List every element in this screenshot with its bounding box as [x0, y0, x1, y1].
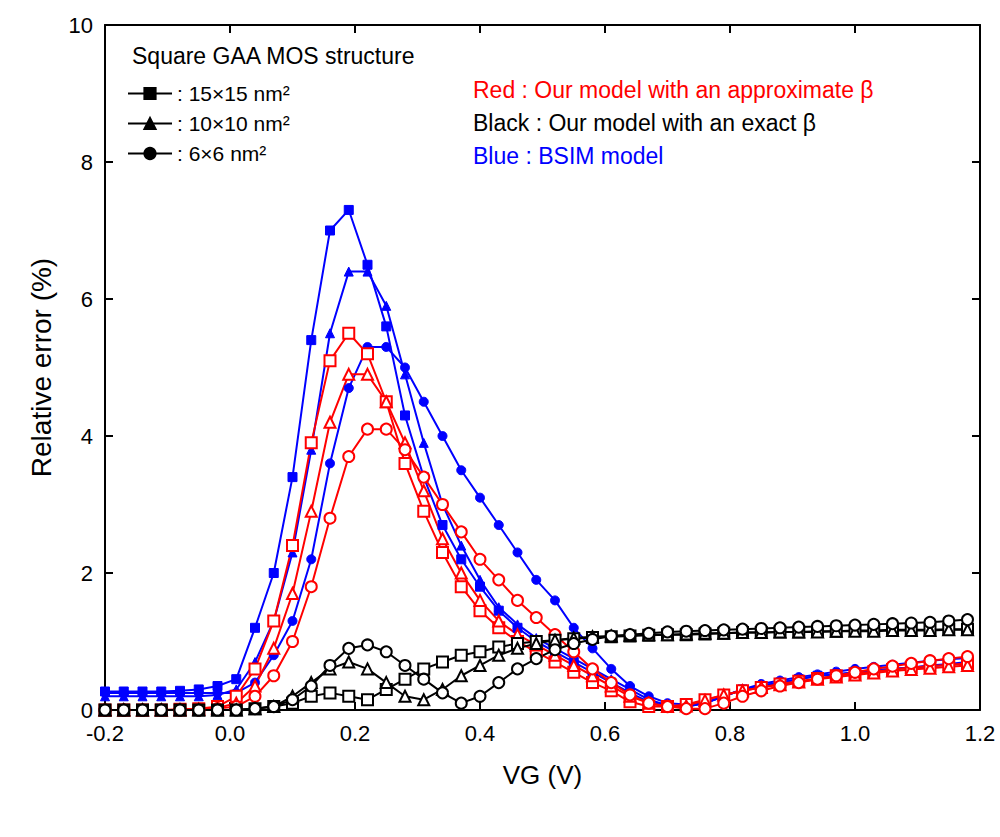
svg-text:Relative error (%): Relative error (%)	[26, 258, 57, 477]
svg-text:10: 10	[69, 13, 93, 38]
svg-text:0.2: 0.2	[340, 721, 371, 746]
svg-text:0.6: 0.6	[590, 721, 621, 746]
svg-text:: 10×10 nm²: : 10×10 nm²	[177, 112, 290, 135]
svg-text:6: 6	[81, 287, 93, 312]
svg-text:1.2: 1.2	[965, 721, 996, 746]
svg-text:VG (V): VG (V)	[503, 760, 582, 790]
svg-text:Square GAA MOS structure: Square GAA MOS structure	[132, 43, 415, 69]
svg-text:0.8: 0.8	[715, 721, 746, 746]
svg-text:-0.2: -0.2	[86, 721, 124, 746]
svg-text:: 15×15 nm²: : 15×15 nm²	[177, 82, 290, 105]
svg-text:8: 8	[81, 150, 93, 175]
svg-text:0.0: 0.0	[215, 721, 246, 746]
svg-text:Red : Our model with an approx: Red : Our model with an approximate β	[473, 77, 874, 103]
svg-text:4: 4	[81, 424, 93, 449]
svg-text:Black : Our model with an exac: Black : Our model with an exact β	[473, 110, 816, 136]
svg-text:Blue : BSIM model: Blue : BSIM model	[473, 143, 663, 169]
svg-text:1.0: 1.0	[840, 721, 871, 746]
svg-text:2: 2	[81, 561, 93, 586]
svg-text:0.4: 0.4	[465, 721, 496, 746]
svg-text:: 6×6 nm²: : 6×6 nm²	[177, 142, 266, 165]
svg-text:0: 0	[81, 698, 93, 723]
